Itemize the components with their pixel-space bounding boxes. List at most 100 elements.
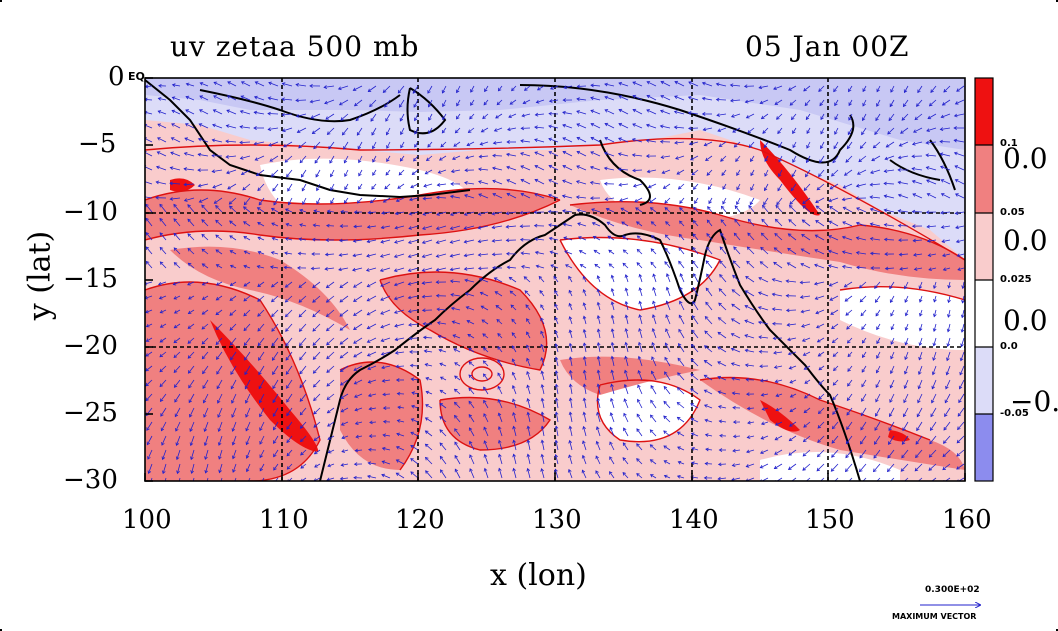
wind-vector	[188, 262, 195, 269]
wind-vector-head	[311, 237, 316, 242]
wind-vector-head	[913, 252, 917, 257]
wind-vector-head	[298, 284, 303, 288]
wind-vector	[386, 127, 391, 135]
wind-vector-head	[567, 468, 572, 473]
wind-vector-head	[789, 201, 793, 205]
wind-vector	[174, 393, 181, 403]
wind-vector	[933, 281, 937, 289]
wind-vector	[454, 415, 461, 423]
wind-vector	[703, 127, 713, 131]
wind-vector-head	[386, 158, 390, 163]
wind-vector	[576, 98, 587, 101]
wind-vector	[876, 337, 881, 344]
wind-vector	[172, 97, 181, 101]
wind-vector	[382, 461, 391, 465]
wind-vector	[562, 165, 573, 171]
wind-vector-head	[408, 197, 413, 202]
wind-vector-head	[380, 239, 385, 244]
wind-vector	[832, 155, 839, 163]
wind-vector	[450, 225, 461, 230]
wind-vector-head	[832, 353, 837, 357]
wind-vector	[941, 113, 951, 118]
wind-vector	[409, 211, 419, 215]
wind-vector-head	[253, 110, 258, 115]
wind-vector-head	[483, 373, 487, 378]
wind-vector	[189, 421, 195, 432]
wind-vector	[791, 169, 797, 177]
wind-vector	[832, 421, 839, 429]
wind-vector	[847, 337, 853, 344]
wind-vector-head	[704, 433, 709, 437]
wind-vector	[410, 183, 419, 188]
wind-vector-head	[284, 251, 288, 256]
wind-vector-head	[874, 427, 878, 431]
wind-vector	[804, 99, 811, 106]
wind-vector-head	[885, 144, 890, 148]
wind-vector	[534, 193, 545, 199]
wind-vector-head	[832, 382, 837, 386]
wind-vector-head	[225, 139, 229, 144]
wind-vector-head	[428, 117, 432, 121]
wind-vector	[638, 328, 643, 339]
wind-vector	[456, 85, 461, 93]
wind-vector-head	[540, 439, 545, 444]
wind-vector	[400, 155, 405, 162]
wind-vector-head	[911, 167, 916, 171]
wind-vector	[625, 315, 629, 325]
wind-vector	[145, 181, 153, 185]
wind-vector-head	[395, 364, 399, 369]
wind-vector	[623, 413, 629, 423]
wind-vector-head	[183, 198, 188, 202]
wind-vector	[313, 421, 321, 428]
wind-vector	[870, 196, 881, 199]
wind-vector-head	[245, 399, 249, 404]
wind-vector-head	[942, 253, 946, 258]
wind-vector-head	[353, 475, 357, 480]
wind-vector	[520, 165, 531, 171]
wind-vector-head	[326, 396, 331, 400]
wind-vector-head	[243, 297, 247, 302]
wind-vector-head	[381, 473, 385, 478]
wind-vector-head	[497, 87, 502, 92]
wind-vector	[664, 207, 671, 213]
wind-vector	[540, 317, 545, 325]
y-tick-label: −25	[63, 398, 118, 428]
wind-vector	[706, 233, 713, 241]
wind-vector-head	[622, 235, 626, 239]
wind-vector-head	[413, 157, 417, 162]
wind-vector	[145, 218, 153, 227]
wind-vector	[916, 407, 923, 417]
wind-vector-head	[926, 128, 930, 132]
wind-vector	[918, 365, 923, 375]
wind-vector-head	[609, 426, 613, 431]
wind-vector-head	[650, 370, 655, 375]
wind-vector-head	[744, 348, 749, 353]
wind-vector	[691, 447, 699, 451]
wind-vector	[639, 274, 643, 283]
wind-vector	[927, 239, 937, 242]
wind-vector-head	[145, 338, 150, 342]
wind-vector	[804, 379, 811, 384]
wind-vector	[651, 221, 657, 227]
wind-vector-head	[676, 475, 681, 479]
wind-vector-head	[722, 186, 726, 190]
y-tick-label: −30	[63, 465, 118, 495]
wind-vector	[618, 95, 629, 101]
wind-vector-head	[622, 472, 627, 476]
wind-vector-head	[958, 399, 962, 404]
wind-vector	[340, 113, 349, 121]
wind-vector-head	[201, 355, 206, 360]
wind-vector	[876, 351, 881, 359]
wind-vector-head	[692, 186, 697, 190]
wind-vector	[815, 295, 825, 300]
wind-vector-head	[564, 264, 569, 268]
wind-vector-head	[591, 222, 596, 226]
wind-vector-head	[576, 123, 581, 127]
wind-vector	[396, 459, 405, 465]
wind-vector-head	[326, 341, 330, 346]
wind-vector-head	[511, 384, 516, 389]
wind-vector	[803, 407, 811, 413]
wind-vector-head	[870, 170, 874, 174]
wind-vector	[367, 337, 377, 343]
wind-vector-head	[649, 474, 654, 478]
